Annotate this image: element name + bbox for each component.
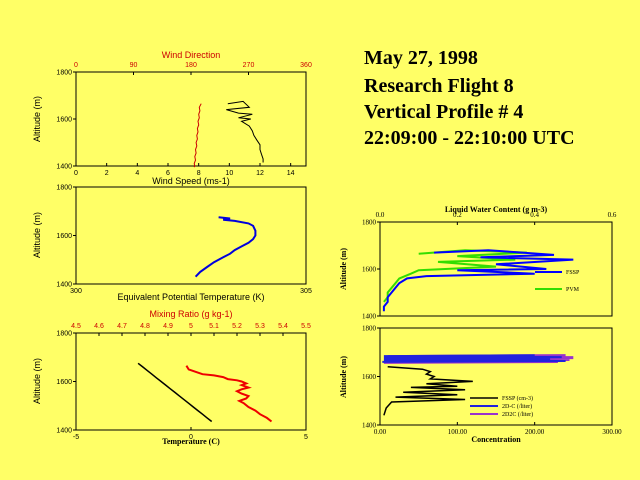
x-tick-label: 4.7 xyxy=(117,323,127,330)
lwc-axis-label: Liquid Water Content (g m-3) xyxy=(445,205,548,214)
x-tick-label: 0.00 xyxy=(374,428,387,436)
x-tick-label: 4 xyxy=(135,170,139,177)
title-flight: Research Flight 8 xyxy=(364,75,514,97)
temperature-axis-label: Temperature (C) xyxy=(162,437,220,446)
x-tick-label: 0.0 xyxy=(376,211,385,219)
y-tick-label: 1800 xyxy=(56,70,72,77)
x-tick-label: 305 xyxy=(300,288,312,295)
y-tick-label: 1400 xyxy=(56,428,72,435)
wind-direction-series xyxy=(193,103,202,168)
x-tick-label: 4.5 xyxy=(71,323,81,330)
x-tick-label: 360 xyxy=(300,62,312,69)
mixing-ratio-axis-label: Mixing Ratio (g kg-1) xyxy=(149,309,232,319)
x-tick-label: 2 xyxy=(105,170,109,177)
legend-fssp-label: FSSP xyxy=(566,270,580,276)
x-tick-label: 8 xyxy=(197,170,201,177)
x-tick-label: -5 xyxy=(73,434,79,441)
temperature-series xyxy=(137,362,213,423)
title-date: May 27, 1998 xyxy=(364,47,478,69)
x-tick-label: 5 xyxy=(304,434,308,441)
x-tick-label: 270 xyxy=(243,62,255,69)
concentration-legend: FSSP (cm-3) 2D-C (/liter) 2D2C (/liter) xyxy=(470,395,533,418)
x-tick-label: 4.6 xyxy=(94,323,104,330)
2dc-concentration-series xyxy=(382,354,566,363)
x-tick-label: 100.00 xyxy=(448,428,468,436)
y-tick-label: 1400 xyxy=(56,164,72,171)
x-tick-label: 5.2 xyxy=(232,323,242,330)
x-tick-label: 0.4 xyxy=(530,211,539,219)
x-tick-label: 0 xyxy=(74,62,78,69)
theta-e-plot-frame xyxy=(75,186,307,285)
x-tick-label: 5.5 xyxy=(301,323,311,330)
x-tick-label: 180 xyxy=(185,62,197,69)
y-tick-label: 1400 xyxy=(362,422,377,430)
x-tick-label: 4.9 xyxy=(163,323,173,330)
x-tick-label: 5.3 xyxy=(255,323,265,330)
lwc-legend: FSSP PVM xyxy=(535,270,580,293)
legend-pvm-label: PVM xyxy=(566,287,580,293)
concentration-axis-label: Concentration xyxy=(471,435,521,444)
x-tick-label: 5 xyxy=(189,323,193,330)
title-block: May 27, 1998 Research Flight 8 Vertical … xyxy=(364,47,575,149)
x-tick-label: 0 xyxy=(74,170,78,177)
concentration-chart: Concentration Altitude (m) 0.00 100.00 200… xyxy=(339,325,622,445)
pvm-series xyxy=(383,249,527,303)
x-tick-label: 5.1 xyxy=(209,323,219,330)
x-tick-label: 10 xyxy=(225,170,233,177)
y-tick-label: 1800 xyxy=(56,331,72,338)
legend-fssp-conc-label: FSSP (cm-3) xyxy=(502,395,533,402)
concentration-plot-frame xyxy=(379,327,613,426)
fssp-lwc-series xyxy=(382,249,574,312)
x-tick-label: 0 xyxy=(189,434,193,441)
title-profile: Vertical Profile # 4 xyxy=(364,101,523,123)
mixing-temp-plot-frame xyxy=(75,332,307,431)
x-tick-label: 200.00 xyxy=(525,428,545,436)
wind-speed-series xyxy=(226,100,264,163)
wind-direction-axis-label: Wind Direction xyxy=(162,50,221,60)
legend-2dc-label: 2D-C (/liter) xyxy=(502,403,532,410)
fssp-concentration-series xyxy=(383,366,473,416)
x-tick-label: 14 xyxy=(287,170,295,177)
mixing-temp-y-axis-label: Altitude (m) xyxy=(32,358,42,404)
y-tick-label: 1600 xyxy=(362,373,377,381)
x-tick-label: 0.2 xyxy=(453,211,462,219)
y-tick-label: 1600 xyxy=(362,266,377,274)
legend-2d2c-label: 2D2C (/liter) xyxy=(502,411,533,418)
theta-e-series xyxy=(194,216,257,278)
theta-e-y-axis-label: Altitude (m) xyxy=(32,212,42,258)
mixing-temp-chart: Mixing Ratio (g kg-1) Temperature (C) Al… xyxy=(32,309,311,446)
y-tick-label: 1800 xyxy=(362,325,377,333)
y-tick-label: 1400 xyxy=(56,282,72,289)
lwc-y-axis-label: Altitude (m) xyxy=(339,248,348,290)
y-tick-label: 1800 xyxy=(362,219,377,227)
title-time: 22:09:00 - 22:10:00 UTC xyxy=(364,127,575,149)
wind-speed-axis-label: Wind Speed (ms-1) xyxy=(152,176,230,186)
y-tick-label: 1800 xyxy=(56,185,72,192)
y-tick-label: 1600 xyxy=(56,379,72,386)
y-tick-label: 1400 xyxy=(362,313,377,321)
x-tick-label: 12 xyxy=(256,170,264,177)
concentration-y-axis-label: Altitude (m) xyxy=(339,356,348,398)
x-tick-label: 90 xyxy=(130,62,138,69)
x-tick-label: 6 xyxy=(166,170,170,177)
theta-e-axis-label: Equivalent Potential Temperature (K) xyxy=(118,292,265,302)
x-tick-label: 4.8 xyxy=(140,323,150,330)
y-tick-label: 1600 xyxy=(56,117,72,124)
wind-chart: Wind Direction Wind Speed (ms-1) Altitud… xyxy=(32,50,312,186)
theta-e-chart: Equivalent Potential Temperature (K) Alt… xyxy=(32,185,312,303)
x-tick-label: 300.00 xyxy=(602,428,622,436)
wind-y-axis-label: Altitude (m) xyxy=(32,96,42,142)
mixing-ratio-series xyxy=(185,365,273,423)
x-tick-label: 300 xyxy=(70,288,82,295)
x-tick-label: 0.6 xyxy=(608,211,617,219)
y-tick-label: 1600 xyxy=(56,233,72,240)
x-tick-label: 5.4 xyxy=(278,323,288,330)
lwc-chart: Liquid Water Content (g m-3) Altitude (m… xyxy=(339,205,617,321)
wind-plot-frame xyxy=(75,71,307,167)
